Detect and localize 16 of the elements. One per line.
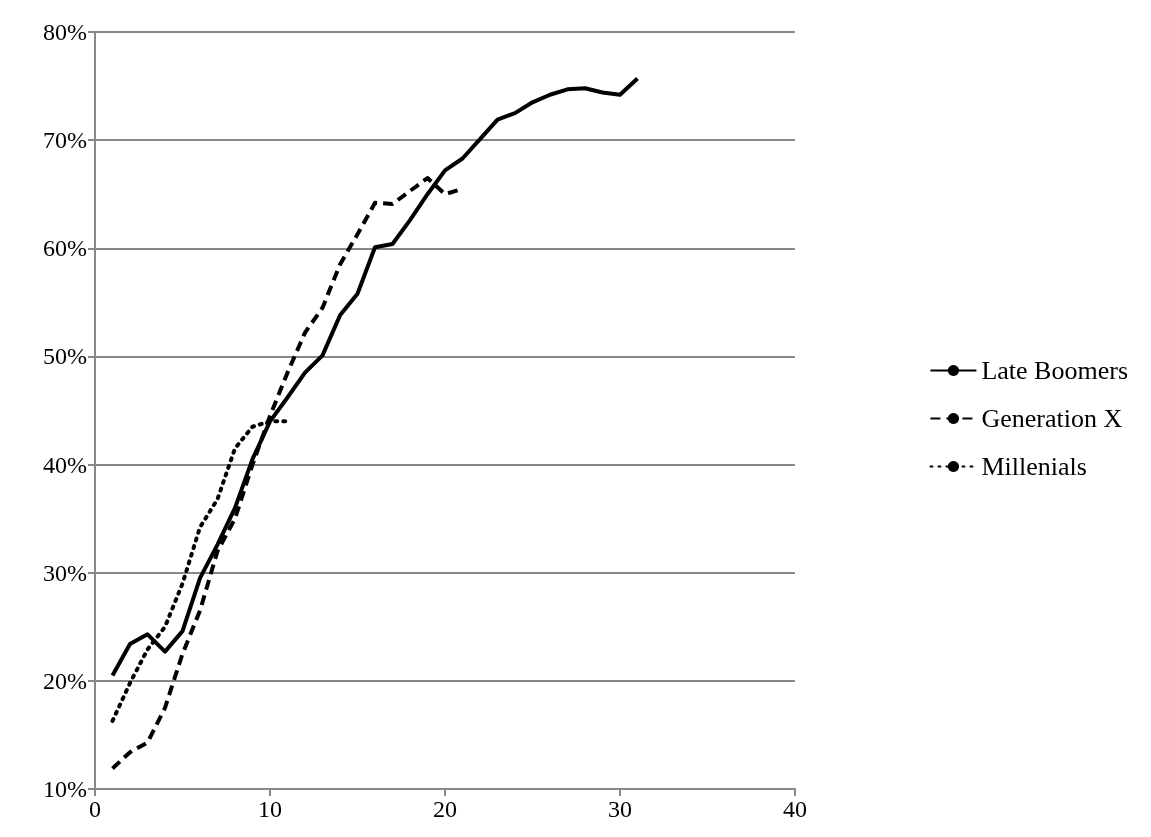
y-tick-label: 60% [43, 235, 87, 262]
y-tick-label: 50% [43, 343, 87, 370]
x-tick-label: 10 [258, 796, 282, 822]
x-tick-label: 0 [89, 796, 101, 822]
x-tick-label: 20 [433, 796, 457, 822]
y-tick-label: 70% [43, 127, 87, 154]
x-tick-label: 40 [783, 796, 807, 822]
legend-label: Millenials [981, 452, 1087, 481]
y-tick-label: 20% [43, 667, 87, 694]
y-tick-label: 40% [43, 451, 87, 478]
x-tick-label: 30 [608, 796, 632, 822]
y-tick-label: 80% [43, 19, 87, 45]
legend-label: Late Boomers [981, 356, 1129, 385]
y-tick-label: 30% [43, 559, 87, 586]
legend-label: Generation X [981, 404, 1123, 433]
y-tick-label: 10% [43, 776, 87, 802]
